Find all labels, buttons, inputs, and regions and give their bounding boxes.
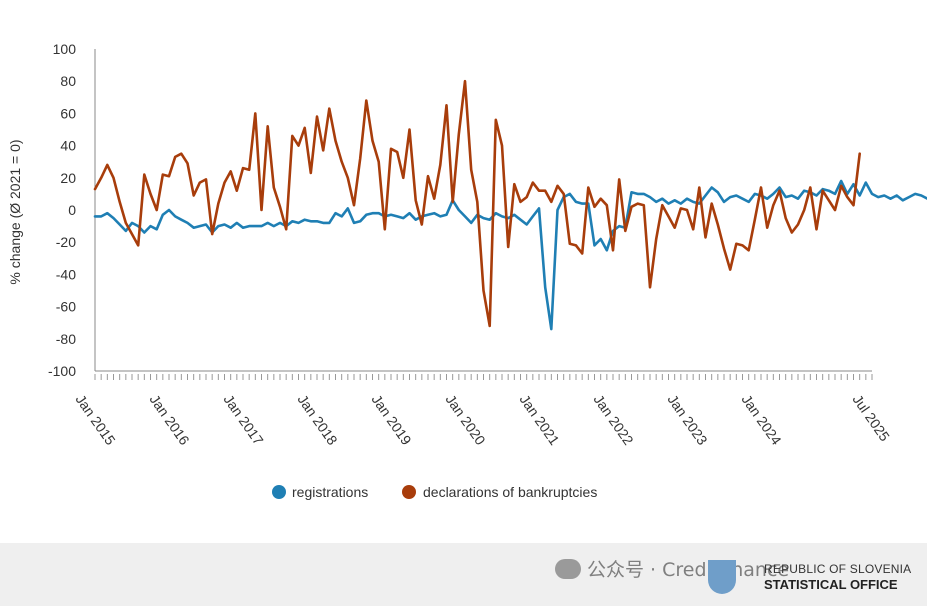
x-tick-label: Jan 2016 [147, 392, 193, 449]
x-tick-label: Jan 2018 [295, 392, 341, 449]
watermark-text: 公众号 · Creditfinance [587, 559, 790, 581]
y-tick-label: -40 [56, 266, 76, 282]
x-tick-label: Jan 2024 [739, 392, 785, 449]
coat-of-arms-icon [708, 560, 736, 594]
line-chart: % change (Ø 2021 = 0) 100 80 60 40 20 0 -20 -40… [7, 41, 927, 500]
y-tick-label: -20 [56, 234, 76, 250]
legend-label-registrations[interactable]: registrations [292, 484, 368, 500]
x-tick-label: Jan 2022 [591, 392, 637, 449]
y-tick-label: 20 [60, 170, 76, 186]
x-tick-label: Jul 2025 [850, 392, 894, 445]
y-tick-label: 0 [68, 202, 76, 218]
y-tick-label: 100 [53, 41, 77, 57]
y-tick-label: -80 [56, 331, 76, 347]
watermark: 公众号 · Creditfinance [555, 555, 789, 582]
x-axis-labels: Jan 2015 Jan 2016 Jan 2017 Jan 2018 Jan 2019… [73, 392, 894, 449]
y-axis-ticks: 100 80 60 40 20 0 -20 -40 -60 -80 -100 [48, 41, 76, 379]
y-tick-label: -100 [48, 363, 76, 379]
x-tick-label: Jan 2015 [73, 392, 119, 449]
legend-marker-bankruptcies[interactable] [402, 485, 416, 499]
legend-marker-registrations[interactable] [272, 485, 286, 499]
logo-line-2: STATISTICAL OFFICE [764, 577, 898, 592]
x-tick-label: Jan 2020 [443, 392, 489, 449]
axes [94, 49, 872, 372]
x-tick-label: Jan 2023 [665, 392, 711, 449]
statistical-office-logo: REPUBLIC OF SLOVENIA STATISTICAL OFFICE [708, 558, 918, 596]
logo-line-1: REPUBLIC OF SLOVENIA [764, 562, 912, 576]
series-line-registrations [93, 179, 927, 331]
x-tick-label: Jan 2017 [221, 392, 267, 449]
series-line-bankruptcies [93, 79, 862, 328]
x-tick-label: Jan 2019 [369, 392, 415, 449]
y-tick-label: 60 [60, 105, 76, 121]
y-axis-label-group: % change (Ø 2021 = 0) [7, 139, 23, 284]
y-tick-label: 40 [60, 138, 76, 154]
y-axis-label: % change (Ø 2021 = 0) [7, 139, 23, 284]
series-lines [93, 79, 927, 331]
y-tick-label: -60 [56, 299, 76, 315]
legend-label-bankruptcies[interactable]: declarations of bankruptcies [423, 484, 597, 500]
x-axis-minor-ticks [94, 374, 873, 380]
x-tick-label: Jan 2021 [517, 392, 563, 449]
footer-bar [0, 543, 927, 606]
y-tick-label: 80 [60, 73, 76, 89]
legend: registrations declarations of bankruptci… [272, 484, 597, 500]
wechat-icon [555, 559, 581, 579]
